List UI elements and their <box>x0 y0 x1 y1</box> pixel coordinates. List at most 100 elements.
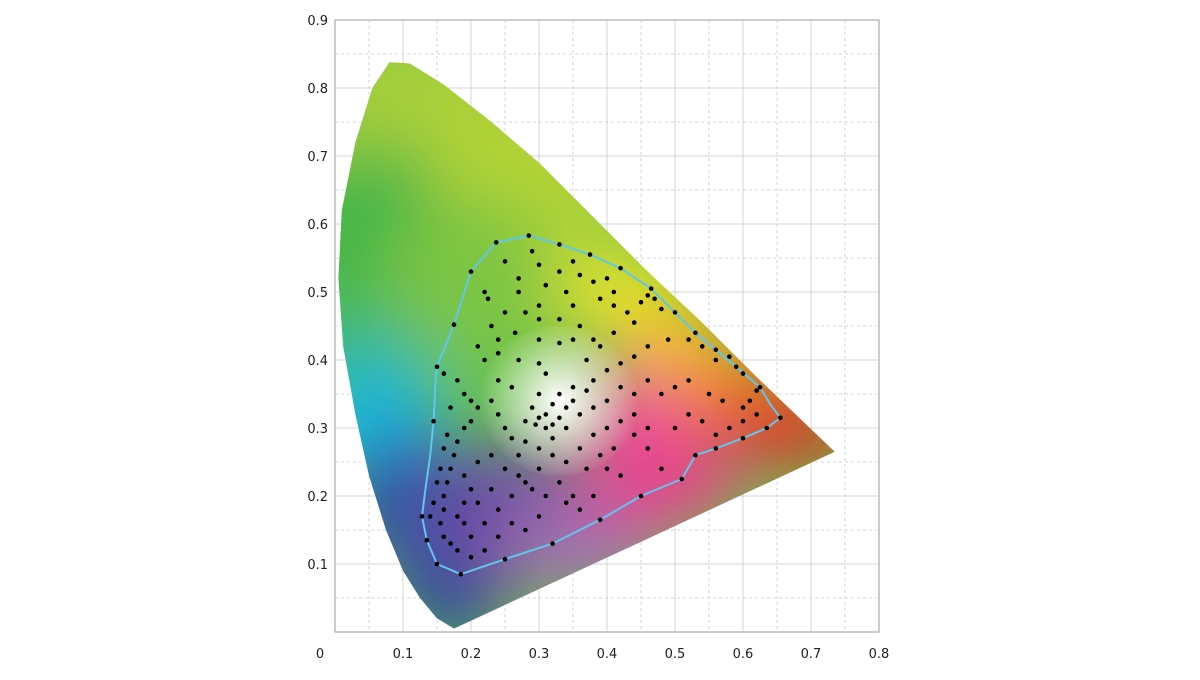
data-point <box>563 459 569 465</box>
data-point <box>584 466 589 472</box>
x-tick-label: 0.4 <box>597 647 618 662</box>
data-point <box>587 252 593 257</box>
data-point <box>543 412 549 417</box>
data-point <box>713 347 719 353</box>
data-point <box>424 537 430 543</box>
data-point <box>495 534 501 540</box>
y-tick-label: 0.5 <box>307 286 328 301</box>
data-point <box>597 517 603 523</box>
data-point <box>672 425 678 431</box>
data-point <box>652 296 657 302</box>
gamut-outline <box>421 234 782 576</box>
data-point <box>455 378 460 383</box>
data-point <box>604 425 610 431</box>
data-point <box>448 405 453 410</box>
x-tick-label: 0 <box>316 647 324 662</box>
data-point <box>557 391 562 397</box>
data-point <box>529 405 535 410</box>
data-point <box>740 371 746 376</box>
data-point <box>659 466 664 472</box>
x-tick-label: 0.3 <box>529 647 550 662</box>
data-point <box>591 405 596 410</box>
data-point <box>461 500 467 506</box>
data-point <box>733 364 739 370</box>
spectral-locus-region <box>338 62 835 629</box>
data-point <box>686 337 691 342</box>
data-point <box>754 412 759 417</box>
data-point <box>577 323 583 329</box>
data-point <box>489 323 494 329</box>
data-point <box>550 452 555 458</box>
data-point <box>516 357 521 363</box>
data-point <box>648 286 654 291</box>
data-point <box>740 405 746 410</box>
data-point <box>672 310 678 315</box>
data-point <box>536 262 542 268</box>
data-point <box>699 418 705 424</box>
data-point <box>441 446 447 451</box>
data-point <box>672 384 678 390</box>
data-point <box>570 259 576 264</box>
y-tick-label: 0.4 <box>307 354 328 369</box>
data-point <box>591 279 596 285</box>
data-point <box>536 337 542 342</box>
data-point <box>604 367 610 373</box>
data-point <box>533 422 538 427</box>
data-point <box>577 446 583 451</box>
data-point <box>584 388 589 393</box>
data-point <box>489 452 494 458</box>
data-point <box>444 432 450 438</box>
data-point <box>720 398 725 404</box>
data-point <box>536 361 542 366</box>
data-point <box>461 425 467 431</box>
data-point <box>645 425 651 431</box>
data-point <box>693 452 698 458</box>
data-point <box>536 415 542 421</box>
data-point <box>611 330 617 336</box>
data-point <box>489 486 494 492</box>
data-point <box>631 320 637 325</box>
data-point <box>679 476 685 482</box>
data-point <box>713 446 719 451</box>
data-point <box>458 571 464 577</box>
data-point <box>611 289 617 295</box>
data-point <box>461 473 467 478</box>
data-point <box>536 514 542 519</box>
data-point <box>529 248 535 254</box>
data-point <box>584 357 589 363</box>
data-point <box>523 480 528 485</box>
data-point <box>509 435 515 441</box>
data-point <box>495 412 501 417</box>
data-point <box>570 303 576 308</box>
data-points <box>419 233 783 577</box>
data-point <box>523 527 528 533</box>
data-point <box>489 398 494 404</box>
x-tick-label: 0.5 <box>665 647 686 662</box>
data-point <box>495 337 501 342</box>
data-point <box>577 272 583 278</box>
data-point <box>468 398 474 404</box>
data-point <box>577 412 583 417</box>
x-tick-label: 0.6 <box>733 647 754 662</box>
data-point <box>502 425 508 431</box>
data-point <box>591 493 596 499</box>
data-point <box>631 432 637 438</box>
data-point <box>468 269 474 274</box>
data-point <box>604 398 610 404</box>
data-point <box>475 459 481 465</box>
data-point <box>659 391 664 397</box>
data-point <box>523 439 528 444</box>
data-point <box>529 486 535 492</box>
data-point <box>557 269 562 274</box>
data-point <box>686 412 691 417</box>
y-axis-ticks: 0.1 0.2 0.3 0.4 0.5 0.6 0.7 0.8 0.9 <box>307 14 328 573</box>
data-point <box>557 242 562 247</box>
data-point <box>495 350 501 356</box>
data-point <box>618 265 623 271</box>
data-point <box>557 480 562 485</box>
data-point <box>604 276 610 281</box>
y-tick-label: 0.3 <box>307 422 328 437</box>
x-tick-label: 0.2 <box>461 647 482 662</box>
color-blob <box>581 437 742 528</box>
